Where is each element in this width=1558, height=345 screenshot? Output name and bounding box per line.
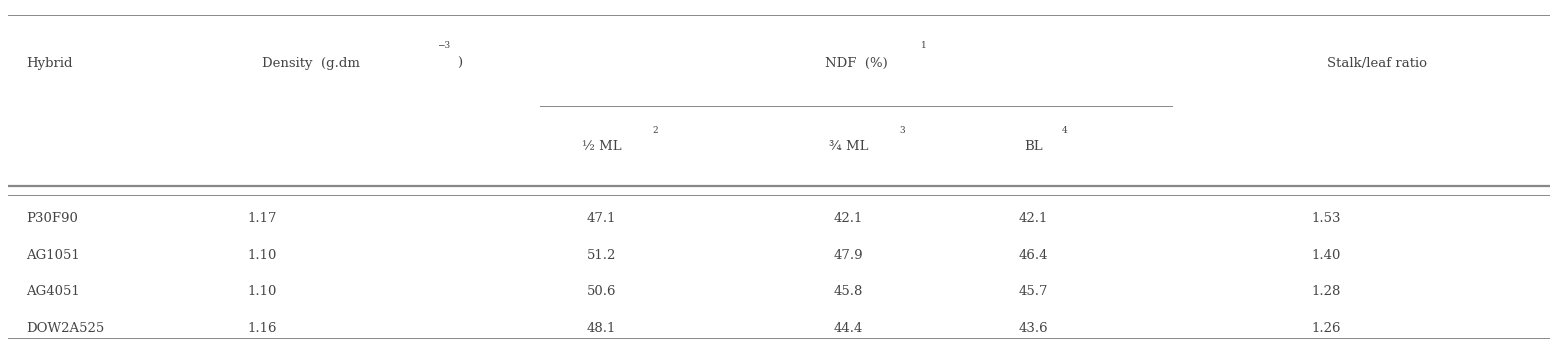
Text: 1.53: 1.53 xyxy=(1312,212,1341,225)
Text: P30F90: P30F90 xyxy=(26,212,78,225)
Text: 51.2: 51.2 xyxy=(587,249,617,262)
Text: 47.9: 47.9 xyxy=(834,249,863,262)
Text: 44.4: 44.4 xyxy=(834,322,863,335)
Text: 1: 1 xyxy=(921,41,927,50)
Text: 43.6: 43.6 xyxy=(1019,322,1049,335)
Text: 1.40: 1.40 xyxy=(1312,249,1341,262)
Text: NDF  (%): NDF (%) xyxy=(824,57,888,70)
Text: 1.26: 1.26 xyxy=(1312,322,1341,335)
Text: 1.10: 1.10 xyxy=(248,285,277,298)
Text: 45.7: 45.7 xyxy=(1019,285,1049,298)
Text: 42.1: 42.1 xyxy=(1019,212,1049,225)
Text: AG4051: AG4051 xyxy=(26,285,79,298)
Text: DOW2A525: DOW2A525 xyxy=(26,322,104,335)
Text: 1.28: 1.28 xyxy=(1312,285,1341,298)
Text: 1.16: 1.16 xyxy=(248,322,277,335)
Text: 42.1: 42.1 xyxy=(834,212,863,225)
Text: −3: −3 xyxy=(436,41,450,50)
Text: 2: 2 xyxy=(653,126,657,135)
Text: AG1051: AG1051 xyxy=(26,249,79,262)
Text: 3: 3 xyxy=(899,126,905,135)
Text: Density  (g.dm: Density (g.dm xyxy=(262,57,360,70)
Text: 1.10: 1.10 xyxy=(248,249,277,262)
Text: 45.8: 45.8 xyxy=(834,285,863,298)
Text: 46.4: 46.4 xyxy=(1019,249,1049,262)
Text: BL: BL xyxy=(1024,140,1042,154)
Text: 50.6: 50.6 xyxy=(587,285,617,298)
Text: ¾ ML: ¾ ML xyxy=(829,140,868,154)
Text: 48.1: 48.1 xyxy=(587,322,617,335)
Text: Stalk/leaf ratio: Stalk/leaf ratio xyxy=(1326,57,1427,70)
Text: 47.1: 47.1 xyxy=(587,212,617,225)
Text: ): ) xyxy=(456,57,461,70)
Text: Hybrid: Hybrid xyxy=(26,57,73,70)
Text: 4: 4 xyxy=(1061,126,1067,135)
Text: ½ ML: ½ ML xyxy=(581,140,622,154)
Text: 1.17: 1.17 xyxy=(248,212,277,225)
